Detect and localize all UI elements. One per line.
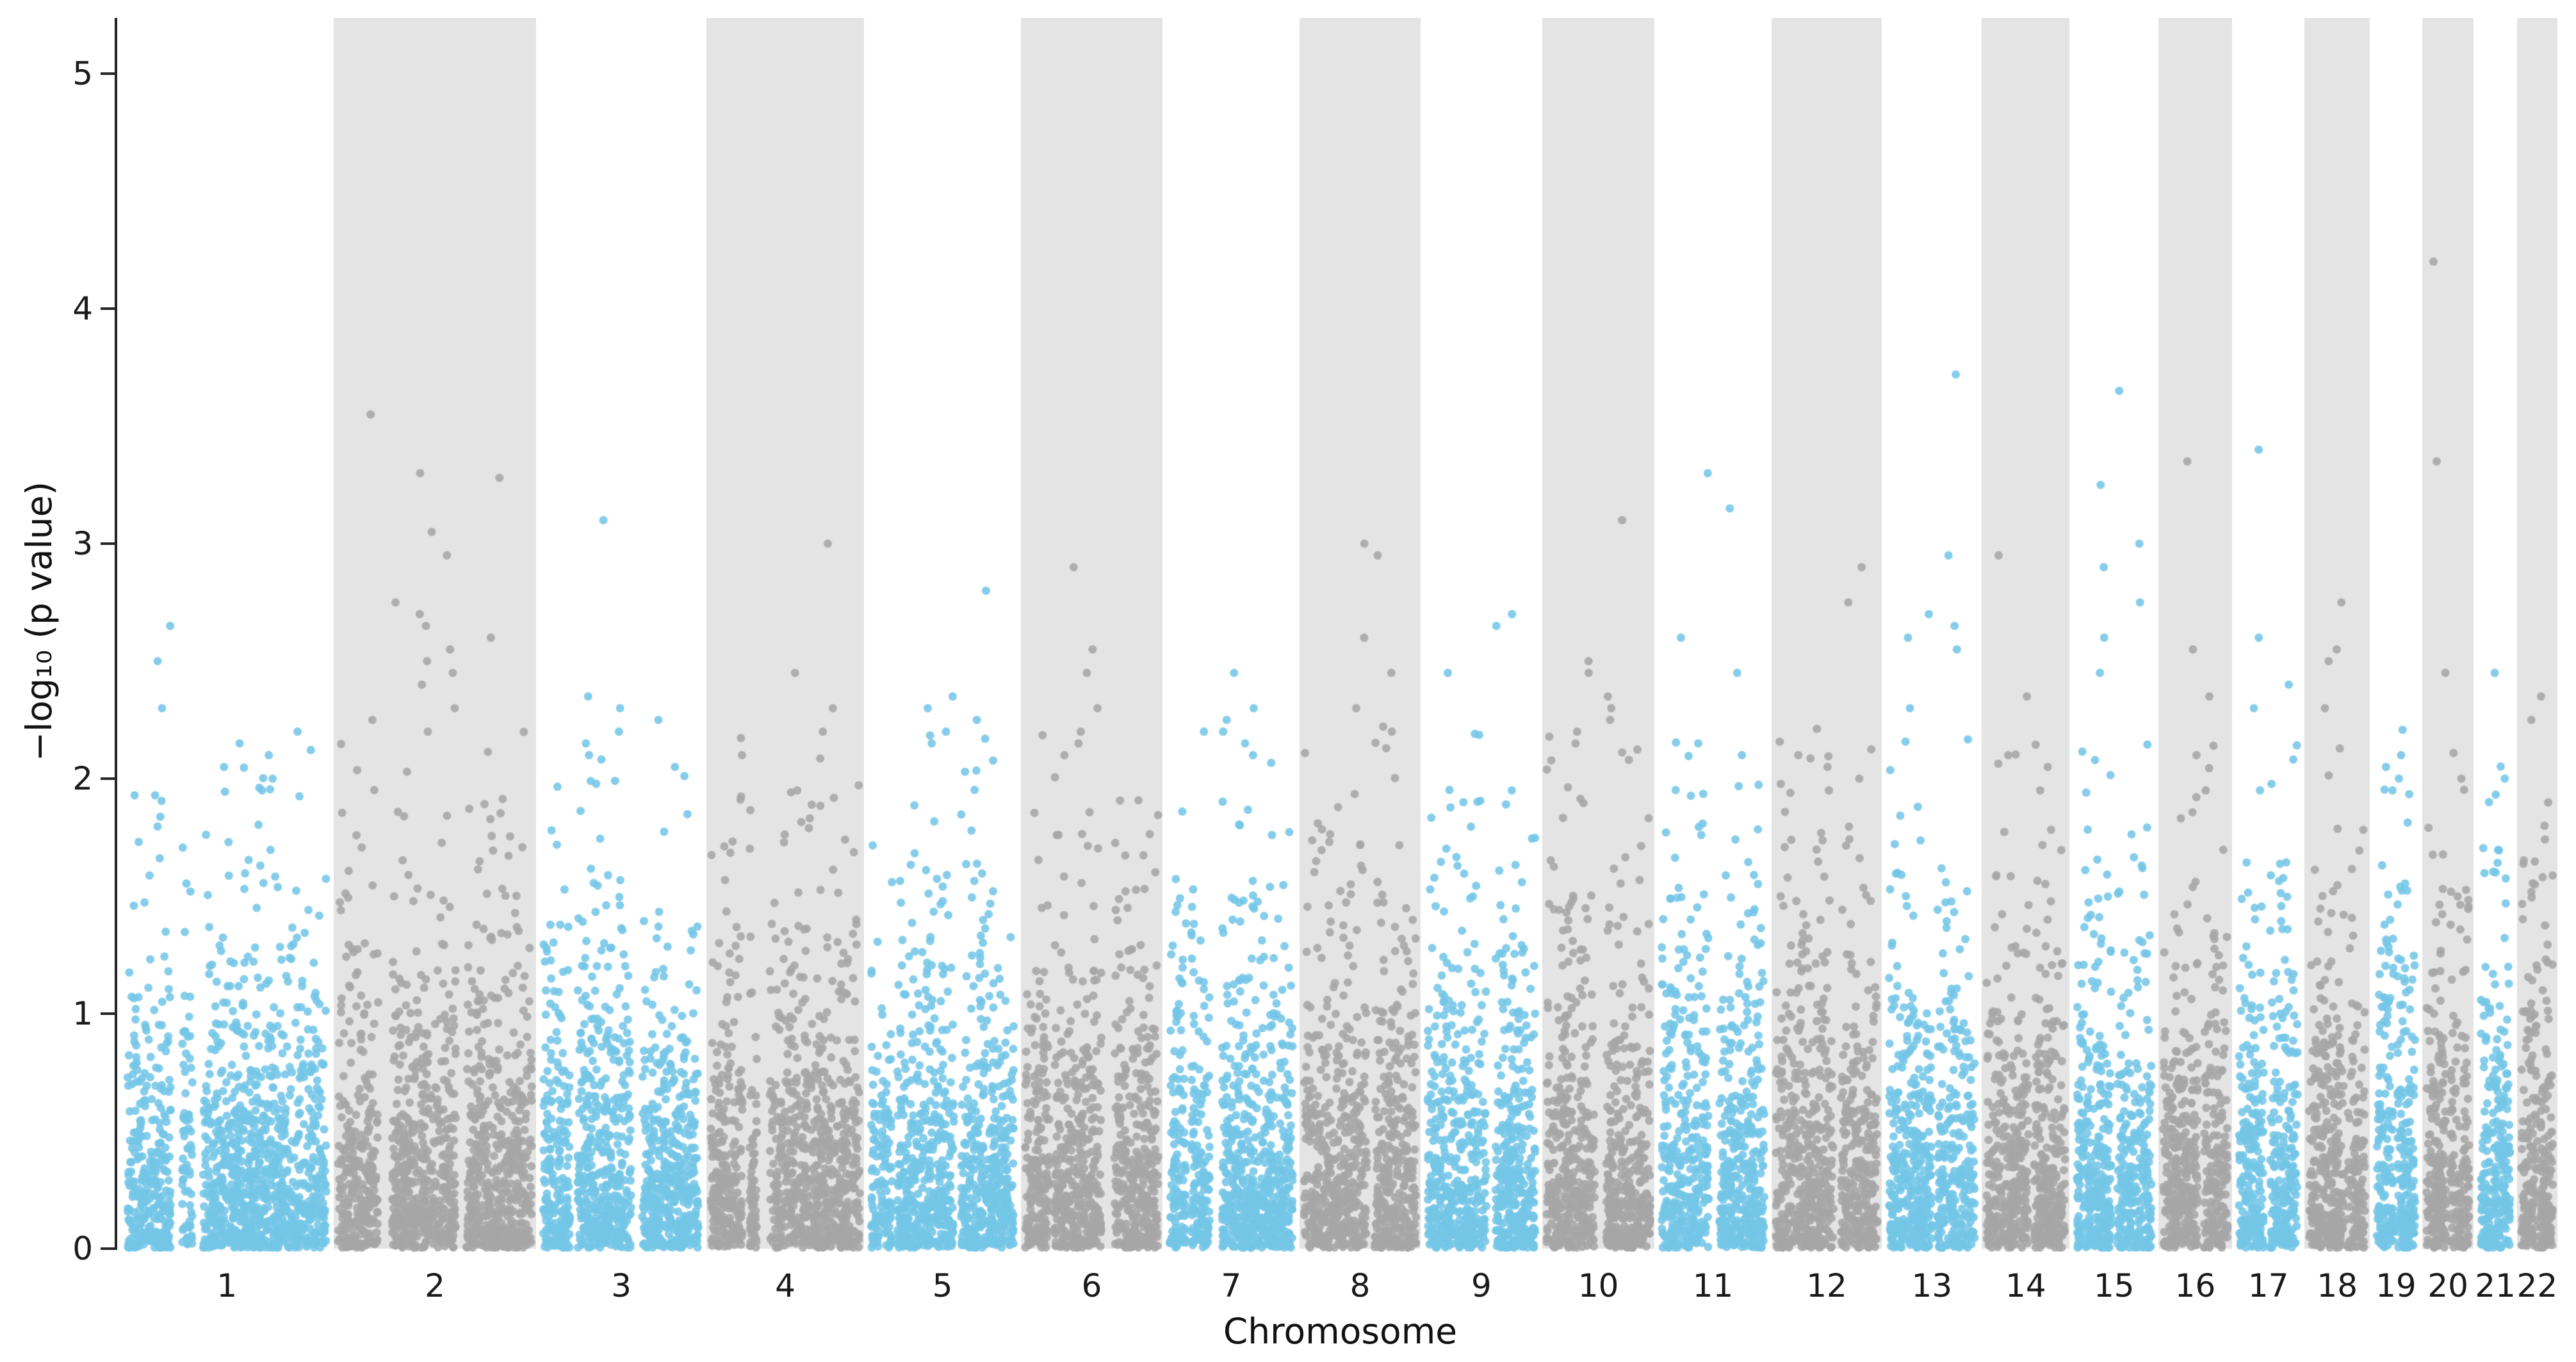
y-tick-mark (101, 1012, 115, 1015)
x-tick-label-chr3: 3 (611, 1267, 632, 1304)
x-tick-label-chr9: 9 (1471, 1267, 1492, 1304)
x-tick-label-chr12: 12 (1806, 1267, 1847, 1304)
x-tick-label-chr14: 14 (2005, 1267, 2046, 1304)
x-tick-label-chr1: 1 (216, 1267, 238, 1304)
y-tick-label: 0 (72, 1230, 93, 1267)
y-tick-label: 5 (72, 55, 93, 92)
y-tick-label: 4 (72, 290, 93, 327)
x-tick-label-chr10: 10 (1577, 1267, 1619, 1304)
x-tick-label-chr2: 2 (425, 1267, 445, 1304)
y-axis-label: −log₁₀ (p value) (19, 481, 60, 761)
y-tick-mark (101, 1247, 115, 1250)
x-tick-label-chr22: 22 (2516, 1267, 2558, 1304)
x-tick-label-chr7: 7 (1221, 1267, 1242, 1304)
x-tick-label-chr5: 5 (932, 1267, 953, 1304)
y-tick-label: 3 (72, 525, 93, 562)
x-tick-label-chr15: 15 (2093, 1267, 2135, 1304)
x-tick-label-chr19: 19 (2376, 1267, 2417, 1304)
y-tick-mark (101, 72, 115, 75)
x-tick-label-chr16: 16 (2174, 1267, 2216, 1304)
x-tick-label-chr18: 18 (2317, 1267, 2358, 1304)
x-tick-label-chr8: 8 (1349, 1267, 1371, 1304)
x-tick-label-chr21: 21 (2475, 1267, 2516, 1304)
y-axis-spine (115, 18, 117, 1250)
y-tick-label: 2 (72, 760, 93, 797)
x-tick-label-chr17: 17 (2247, 1267, 2289, 1304)
y-tick-mark (101, 542, 115, 545)
x-tick-label-chr13: 13 (1911, 1267, 1953, 1304)
x-tick-label-chr11: 11 (1692, 1267, 1734, 1304)
y-tick-label: 1 (72, 995, 93, 1032)
y-tick-mark (101, 307, 115, 310)
x-axis-label: Chromosome (1223, 1311, 1458, 1352)
y-tick-mark (101, 777, 115, 780)
x-tick-label-chr4: 4 (775, 1267, 795, 1304)
x-tick-label-chr20: 20 (2427, 1267, 2468, 1304)
x-tick-label-chr6: 6 (1081, 1267, 1102, 1304)
